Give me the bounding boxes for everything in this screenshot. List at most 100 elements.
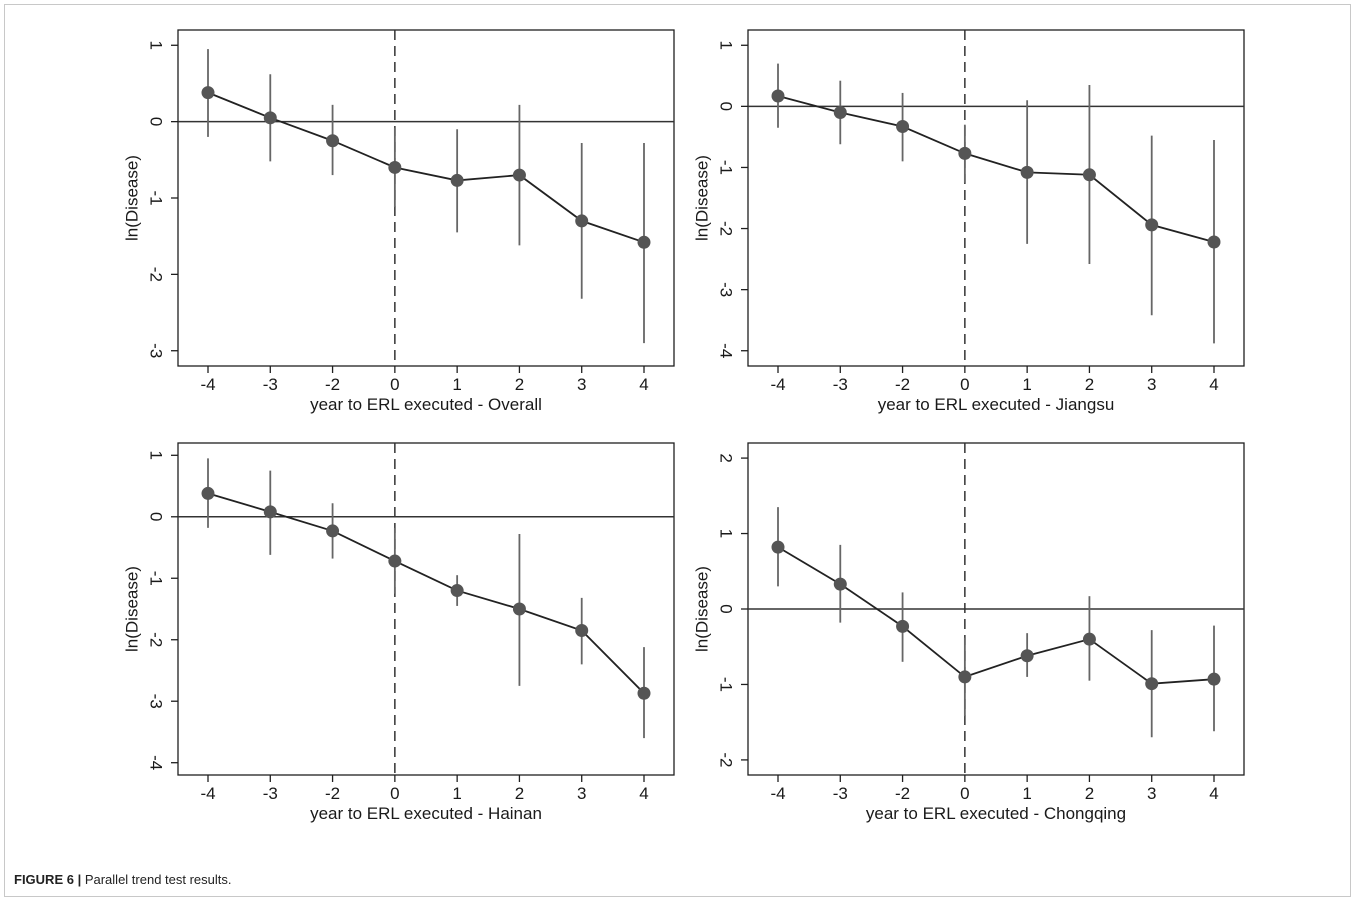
x-tick-label: 0: [390, 375, 399, 394]
plot-frame: [177, 29, 675, 367]
y-tick-label: -4: [717, 343, 736, 358]
data-point: [263, 111, 277, 125]
data-point: [512, 168, 526, 182]
chart-panel-3: 1 0 -1 -2 -3 -4 -4 -3 -2 0 1 2 3 4 year to ERL execute…: [123, 442, 675, 823]
data-point: [326, 134, 340, 148]
x-tick-label: 1: [452, 784, 461, 803]
y-tick-label: 2: [717, 453, 736, 462]
x-axis-label: year to ERL executed - Chongqing: [866, 804, 1126, 823]
x-tick-label: -4: [200, 375, 215, 394]
x-tick-label: -2: [325, 375, 340, 394]
data-point: [1207, 235, 1221, 249]
x-tick-label: 2: [1085, 375, 1094, 394]
data-point: [958, 670, 972, 684]
data-point: [1020, 649, 1034, 663]
figure-caption: FIGURE 6 | Parallel trend test results.: [14, 872, 232, 887]
data-point: [575, 624, 589, 638]
x-tick-label: 2: [1085, 784, 1094, 803]
data-point: [1020, 165, 1034, 179]
y-axis-label: ln(Disease): [693, 155, 712, 241]
data-point: [637, 235, 651, 249]
y-tick-label: -1: [717, 677, 736, 692]
data-point: [1082, 168, 1096, 182]
y-tick-label: -3: [717, 282, 736, 297]
x-tick-label: 0: [960, 784, 969, 803]
data-point: [388, 160, 402, 174]
data-point: [326, 524, 340, 538]
figure-frame: [4, 4, 1351, 897]
y-tick-label: -4: [147, 755, 166, 770]
figure-caption-text: Parallel trend test results.: [84, 872, 232, 887]
y-tick-label: -1: [147, 190, 166, 205]
y-tick-label: 0: [717, 604, 736, 613]
x-tick-label: 3: [1147, 375, 1156, 394]
plot-frame: [747, 29, 1245, 367]
data-point: [833, 577, 847, 591]
y-tick-label: 1: [147, 41, 166, 50]
chart-panel-1: 1 0 -1 -2 -3 -4 -3 -2 0 1 2 3 4 year to ERL executed …: [123, 29, 675, 414]
data-point: [388, 554, 402, 568]
data-point: [771, 89, 785, 103]
x-tick-label: -2: [895, 375, 910, 394]
y-axis-label: ln(Disease): [693, 566, 712, 652]
x-tick-label: 3: [1147, 784, 1156, 803]
x-axis-label: year to ERL executed - Overall: [310, 395, 542, 414]
y-tick-label: 0: [717, 102, 736, 111]
x-tick-label: 0: [390, 784, 399, 803]
data-point: [1082, 632, 1096, 646]
y-tick-label: -2: [147, 267, 166, 282]
data-point: [263, 505, 277, 519]
x-tick-label: 3: [577, 375, 586, 394]
y-tick-label: 1: [717, 41, 736, 50]
data-point: [450, 173, 464, 187]
data-point: [450, 584, 464, 598]
y-axis-label: ln(Disease): [123, 566, 142, 652]
y-tick-label: -1: [147, 571, 166, 586]
data-point: [575, 214, 589, 228]
x-tick-label: 4: [1209, 375, 1218, 394]
data-point: [896, 120, 910, 134]
chart-panel-2: 1 0 -1 -2 -3 -4 -4 -3 -2 0 1 2 3 4 year to ERL execute…: [693, 29, 1245, 414]
x-tick-label: -3: [833, 784, 848, 803]
data-point: [201, 86, 215, 100]
x-tick-label: 4: [1209, 784, 1218, 803]
data-point: [958, 146, 972, 160]
series-line: [777, 95, 1215, 243]
x-tick-label: -3: [263, 784, 278, 803]
x-tick-label: 4: [639, 784, 648, 803]
data-point: [1145, 218, 1159, 232]
data-point: [771, 540, 785, 554]
x-tick-label: -3: [833, 375, 848, 394]
data-point: [833, 105, 847, 119]
y-tick-label: -2: [717, 752, 736, 767]
x-axis-label: year to ERL executed - Hainan: [310, 804, 542, 823]
x-tick-label: -4: [200, 784, 215, 803]
series-line: [207, 492, 645, 694]
data-point: [1207, 672, 1221, 686]
y-tick-label: 1: [147, 451, 166, 460]
data-point: [512, 602, 526, 616]
x-tick-label: 1: [452, 375, 461, 394]
y-tick-label: -3: [147, 343, 166, 358]
y-axis-label: ln(Disease): [123, 155, 142, 241]
x-tick-label: -2: [325, 784, 340, 803]
y-tick-label: -3: [147, 694, 166, 709]
y-tick-label: 0: [147, 117, 166, 126]
series-line: [777, 546, 1215, 685]
y-tick-label: -1: [717, 160, 736, 175]
x-tick-label: 1: [1022, 784, 1031, 803]
chart-panel-4: 2 1 0 -1 -2 -4 -3 -2 0 1 2 3 4 year to ERL executed -…: [693, 442, 1245, 823]
y-tick-label: 1: [717, 529, 736, 538]
x-tick-label: -3: [263, 375, 278, 394]
data-point: [637, 686, 651, 700]
x-tick-label: -4: [770, 375, 785, 394]
y-tick-label: -2: [147, 632, 166, 647]
plot-frame: [177, 442, 675, 776]
y-tick-label: 0: [147, 512, 166, 521]
data-point: [896, 619, 910, 633]
x-tick-label: 0: [960, 375, 969, 394]
data-point: [201, 486, 215, 500]
y-tick-label: -2: [717, 221, 736, 236]
x-tick-label: 1: [1022, 375, 1031, 394]
